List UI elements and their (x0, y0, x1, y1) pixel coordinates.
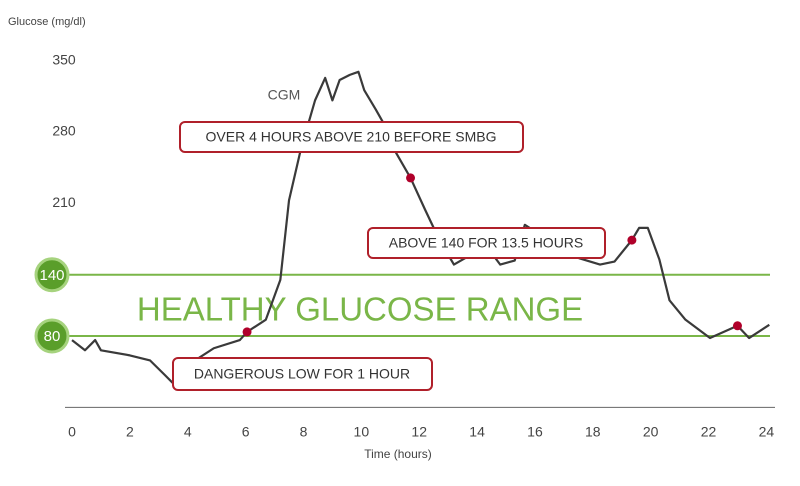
annotation-text: OVER 4 HOURS ABOVE 210 BEFORE SMBG (206, 129, 497, 145)
y-tick-label: 140 (39, 267, 64, 284)
smbg-point (732, 321, 742, 331)
annotation-box (367, 227, 606, 259)
x-tick-label: 6 (242, 424, 250, 440)
x-tick-label: 4 (184, 424, 192, 440)
annotation-text: DANGEROUS LOW FOR 1 HOUR (194, 366, 410, 382)
x-tick-label: 0 (68, 424, 76, 440)
x-tick-label: 14 (469, 424, 485, 440)
healthy-range-label: HEALTHY GLUCOSE RANGE (137, 291, 583, 328)
x-tick-label: 18 (585, 424, 601, 440)
y-tick-label: 350 (52, 51, 76, 67)
x-axis-label: Time (hours) (364, 447, 432, 461)
x-tick-label: 10 (354, 424, 370, 440)
x-tick-label: 12 (411, 424, 427, 440)
x-tick-label: 8 (300, 424, 308, 440)
smbg-point (242, 327, 252, 337)
y-axis-label: Glucose (mg/dl) (8, 16, 86, 28)
annotation-box (172, 357, 433, 391)
x-tick-label: 24 (759, 424, 775, 440)
y-tick-label: 280 (52, 123, 76, 139)
y-tick-badge (34, 318, 70, 354)
series-label: CGM (268, 87, 301, 103)
annotation: ABOVE 140 FOR 13.5 HOURS (367, 227, 606, 259)
y-tick-label: 80 (44, 328, 61, 345)
x-tick-label: 22 (701, 424, 717, 440)
smbg-point (627, 235, 637, 245)
annotation: OVER 4 HOURS ABOVE 210 BEFORE SMBG (179, 121, 524, 153)
y-tick-badge (34, 257, 70, 293)
smbg-point (406, 173, 416, 183)
x-tick-label: 20 (643, 424, 659, 440)
annotation-box (179, 121, 524, 153)
y-tick-label: 210 (52, 194, 76, 210)
annotation-text: ABOVE 140 FOR 13.5 HOURS (389, 235, 584, 251)
x-tick-label: 2 (126, 424, 134, 440)
annotation: DANGEROUS LOW FOR 1 HOUR (172, 357, 433, 391)
x-tick-label: 16 (527, 424, 543, 440)
